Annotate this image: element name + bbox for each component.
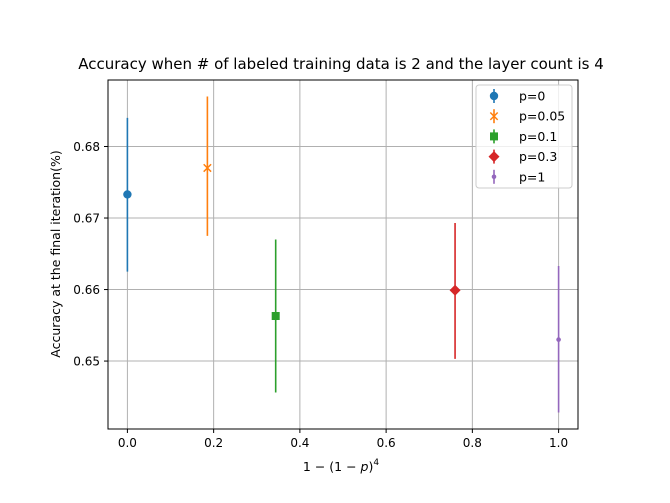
data-point-0 [123,190,132,199]
legend: p=0 p=0.05 p=0.1 p=0.3 p=1 [475,84,573,189]
legend-marker-3 [488,151,500,163]
data-point-1 [203,163,212,173]
legend-label-4: p=1 [519,169,545,184]
legend-marker-4 [491,174,497,180]
x-tick-label: 0.0 [118,436,137,450]
data-point-3 [449,284,461,296]
data-point-2 [271,312,280,321]
legend-label-1: p=0.05 [519,109,565,124]
x-tick-label: 0.6 [377,436,396,450]
legend-label-2: p=0.1 [519,129,557,144]
x-axis-label: 1 − (1 − p)4 [303,458,379,474]
legend-label-0: p=0 [519,89,545,104]
legend-marker-0 [489,91,499,101]
plot-frame [107,79,579,430]
x-tick-label: 1.0 [549,436,568,450]
legend-label-3: p=0.3 [519,149,557,164]
legend-marker-2 [490,132,498,141]
data-point-4 [556,337,561,342]
y-tick-label: 0.65 [73,355,100,369]
y-tick-label: 0.67 [73,212,100,226]
y-axis-label: Accuracy at the final iteration(%) [48,150,63,357]
legend-box [475,84,573,189]
x-tick-label: 0.2 [204,436,223,450]
y-tick-label: 0.66 [73,283,100,297]
y-tick-label: 0.68 [73,140,100,154]
x-axis: 0.0 0.2 0.4 0.6 0.8 1.0 [118,429,568,450]
data-markers [123,163,561,342]
legend-marker-1 [489,111,499,121]
x-tick-label: 0.8 [463,436,482,450]
chart-title: Accuracy when # of labeled training data… [78,55,604,73]
x-tick-label: 0.4 [290,436,309,450]
y-axis: 0.65 0.66 0.67 0.68 [73,140,108,369]
